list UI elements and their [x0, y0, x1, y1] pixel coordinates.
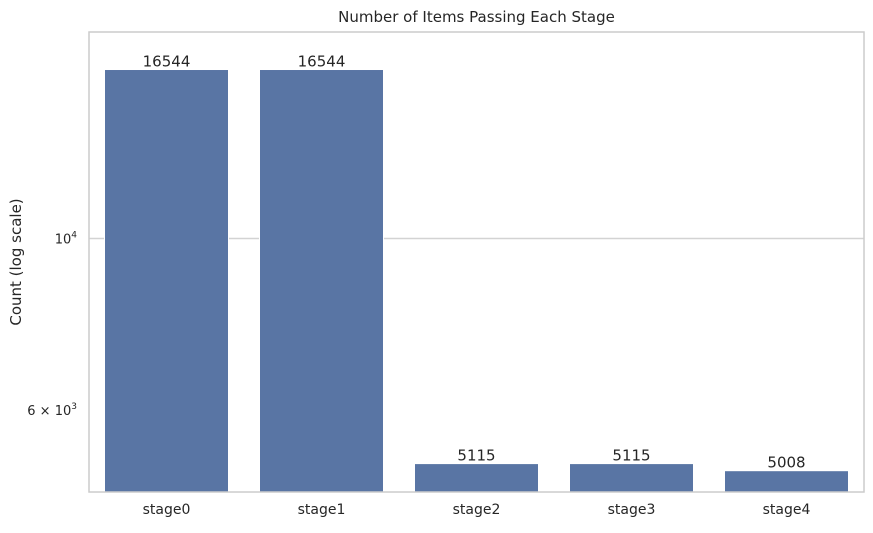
- bar-stage1: [259, 69, 384, 493]
- x-tick-label-stage1: stage1: [298, 502, 346, 518]
- x-tick-label-stage2: stage2: [453, 502, 501, 518]
- data-label-stage0: 16544: [143, 53, 191, 71]
- bar-stage4: [724, 470, 849, 493]
- data-labels-layer: 16544 16544 5115 5115 5008: [143, 53, 806, 472]
- y-tick-label: 6 × 103: [27, 402, 77, 419]
- y-axis-label: Count (log scale): [7, 198, 25, 325]
- data-label-stage2: 5115: [457, 447, 495, 465]
- x-tick-label-stage3: stage3: [608, 502, 656, 518]
- data-label-stage3: 5115: [612, 447, 650, 465]
- plot-frame: [88, 31, 865, 493]
- x-tick-label-stage0: stage0: [143, 502, 191, 518]
- data-label-stage1: 16544: [298, 53, 346, 71]
- bar-stage0: [104, 69, 229, 493]
- x-tick-label-stage4: stage4: [763, 502, 811, 518]
- chart-title: Number of Items Passing Each Stage: [338, 8, 615, 26]
- x-tick-labels: stage0 stage1 stage2 stage3 stage4: [143, 502, 811, 518]
- y-tick-label: 104: [55, 231, 78, 248]
- data-label-stage4: 5008: [767, 454, 805, 472]
- y-tick-labels: 104 6 × 103: [27, 231, 77, 419]
- bar-stage3: [569, 463, 694, 493]
- bars-layer: [104, 69, 849, 493]
- bar-stage2: [414, 463, 539, 493]
